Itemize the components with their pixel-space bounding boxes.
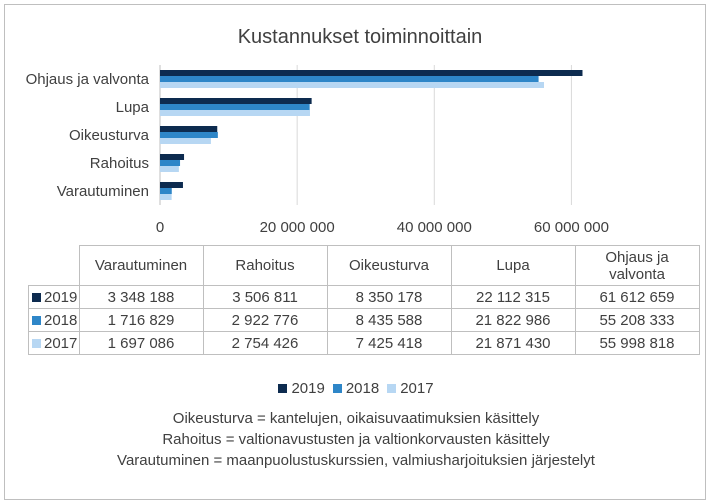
x-tick-label: 20 000 000: [260, 219, 335, 236]
table-cell: 21 871 430: [450, 331, 576, 355]
table-row: 2017 1 697 086 2 754 426 7 425 418 21 871 43…: [28, 331, 700, 355]
legend-swatch: [32, 315, 41, 325]
x-tick-labels: 0 20 000 000 40 000 000 60 000 000: [156, 219, 609, 236]
table-row: 2019 3 348 188 3 506 811 8 350 178 22 112 31…: [28, 285, 700, 309]
bar-2018: [160, 132, 218, 138]
bar-2018: [160, 104, 310, 110]
legend: 2019 2018 2017: [5, 380, 707, 397]
bar-2018: [160, 76, 539, 82]
bar-2019: [160, 70, 583, 76]
chart-frame: Kustannukset toiminnoittain Ohjaus ja va…: [4, 4, 706, 500]
table-cell: 1 716 829: [78, 308, 204, 332]
notes: Oikeusturva = kantelujen, oikaisuvaatimu…: [5, 408, 707, 471]
table-cell: 55 208 333: [574, 308, 700, 332]
table-cell: 3 348 188: [78, 285, 204, 309]
legend-swatch: [278, 384, 288, 393]
series-name: 2018: [44, 311, 78, 329]
table-header-cell: Rahoitus: [202, 245, 328, 286]
category-label: Oikeusturva: [69, 127, 150, 144]
bar-2019: [160, 126, 218, 132]
table-cell: 55 998 818: [574, 331, 700, 355]
legend-swatch: [387, 384, 397, 393]
legend-item: 2019: [278, 380, 325, 397]
table-header-row: Varautuminen Rahoitus Oikeusturva Lupa Ohjau…: [29, 245, 700, 286]
bars: [160, 70, 583, 200]
table-cell: 2 922 776: [202, 308, 328, 332]
category-label: Varautuminen: [57, 183, 149, 200]
table-row: 2018 1 716 829 2 922 776 8 435 588 21 822 98…: [28, 308, 700, 332]
note-line: Oikeusturva = kantelujen, oikaisuvaatimu…: [172, 410, 540, 427]
category-label: Lupa: [116, 99, 150, 116]
category-label: Ohjaus ja valvonta: [26, 71, 150, 88]
bar-2019: [160, 154, 185, 160]
table-cell: 1 697 086: [78, 331, 204, 355]
table-header-cell: Oikeusturva: [326, 245, 452, 286]
bar-2017: [160, 138, 211, 144]
table-cell: 21 822 986: [450, 308, 576, 332]
legend-label: 2019: [291, 380, 325, 397]
bar-2019: [160, 98, 312, 104]
legend-item: 2017: [387, 380, 434, 397]
legend-label: 2017: [400, 380, 434, 397]
table-cell: 22 112 315: [450, 285, 576, 309]
bar-2017: [160, 194, 172, 200]
legend-swatch: [32, 338, 41, 348]
bar-2017: [160, 166, 179, 172]
table-cell: 2 754 426: [202, 331, 328, 355]
note-line: Rahoitus = valtionavustusten ja valtionk…: [162, 431, 550, 448]
table-row-header: 2019: [28, 285, 80, 309]
bar-2018: [160, 160, 181, 166]
bar-chart: Kustannukset toiminnoittain Ohjaus ja va…: [26, 26, 609, 236]
series-name: 2017: [44, 334, 78, 352]
table-cell: 61 612 659: [574, 285, 700, 309]
table-row-header: 2018: [28, 308, 80, 332]
x-tick-label: 60 000 000: [534, 219, 609, 236]
table-row-header: 2017: [28, 331, 80, 355]
table-corner: [29, 246, 80, 286]
legend-swatch: [332, 384, 342, 393]
bar-2018: [160, 188, 172, 194]
series-name: 2019: [44, 288, 78, 306]
table-header-cell: Varautuminen: [78, 245, 204, 286]
bar-2019: [160, 182, 183, 188]
x-tick-label: 40 000 000: [397, 219, 472, 236]
category-label: Rahoitus: [90, 155, 149, 172]
table-cell: 3 506 811: [202, 285, 328, 309]
note-line: Varautuminen = maanpuolustuskurssien, va…: [117, 452, 595, 469]
chart-title: Kustannukset toiminnoittain: [238, 26, 483, 48]
bar-2017: [160, 82, 544, 88]
legend-item: 2018: [332, 380, 380, 397]
data-table: Varautuminen Rahoitus Oikeusturva Lupa Ohjau…: [28, 245, 700, 355]
category-labels: Ohjaus ja valvonta Lupa Oikeusturva Rahoitu…: [26, 71, 150, 200]
table-header-cell: Lupa: [450, 245, 576, 286]
legend-label: 2018: [345, 380, 380, 397]
legend-swatch: [32, 292, 41, 302]
table-cell: 7 425 418: [326, 331, 452, 355]
table-cell: 8 350 178: [326, 285, 452, 309]
table-cell: 8 435 588: [326, 308, 452, 332]
x-tick-label: 0: [156, 219, 164, 236]
bar-2017: [160, 110, 310, 116]
table-header-cell: Ohjaus ja valvonta: [574, 245, 700, 286]
